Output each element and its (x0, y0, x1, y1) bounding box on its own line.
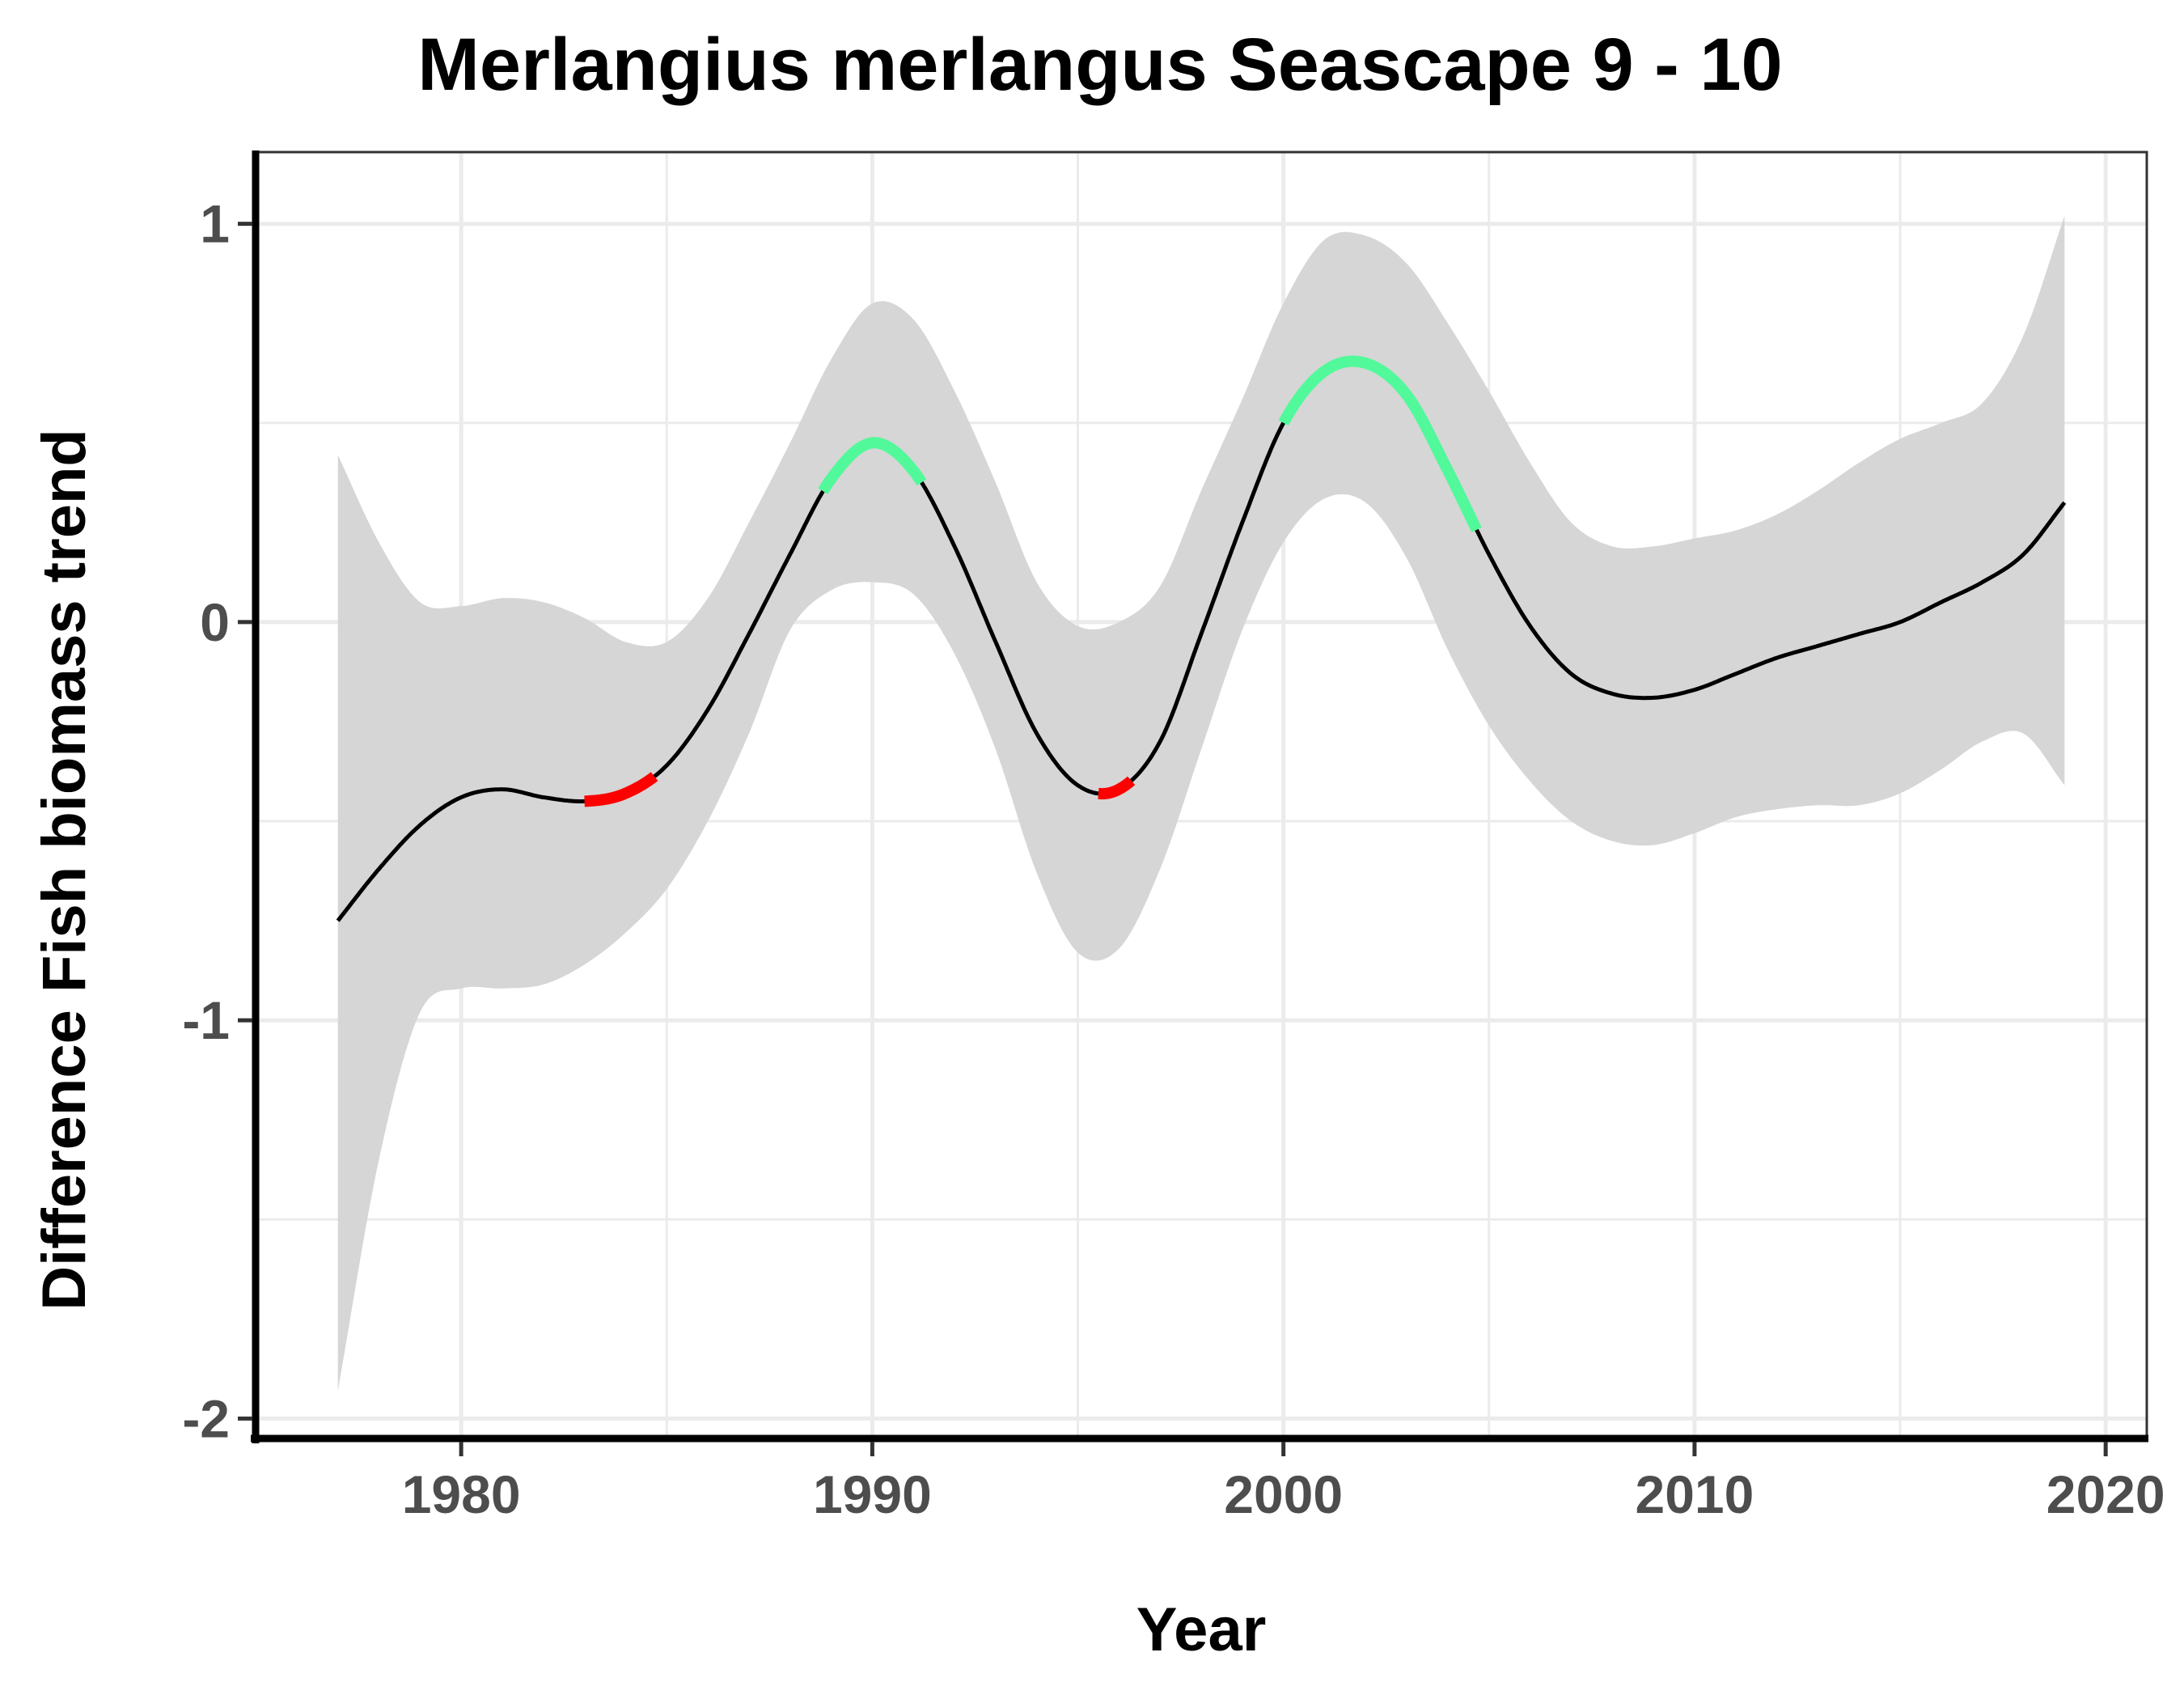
y-tick-label: -2 (182, 1388, 230, 1448)
y-axis-ticks: -2 -1 0 1 (182, 194, 252, 1448)
x-tick-label: 2000 (1224, 1464, 1343, 1524)
y-axis-title: Difference Fish biomass trend (30, 429, 99, 1311)
y-tick-label: 1 (200, 194, 230, 254)
confidence-ribbon-layer (337, 215, 2065, 1391)
x-tick-label: 1990 (813, 1464, 932, 1524)
y-tick-label: 0 (200, 592, 230, 652)
increase-trend-segment (818, 437, 927, 494)
x-tick-label: 2020 (2046, 1464, 2165, 1524)
panel-frame (251, 150, 2148, 1443)
increase-trend-segment (1278, 355, 1482, 532)
confidence-ribbon (337, 215, 2065, 1391)
x-tick-label: 2010 (1635, 1464, 1754, 1524)
y-tick-label: -1 (182, 990, 230, 1050)
decrease-trend-segment (581, 772, 658, 807)
highlight-layer (581, 355, 1482, 807)
decrease-trend-segment (1094, 776, 1136, 800)
chart-title: Merlangius merlangus Seascape 9 - 10 (417, 23, 1783, 106)
x-tick-label: 1980 (402, 1464, 521, 1524)
x-axis-title: Year (1136, 1595, 1267, 1664)
x-axis-ticks: 1980 1990 2000 2010 2020 (402, 1442, 2165, 1524)
